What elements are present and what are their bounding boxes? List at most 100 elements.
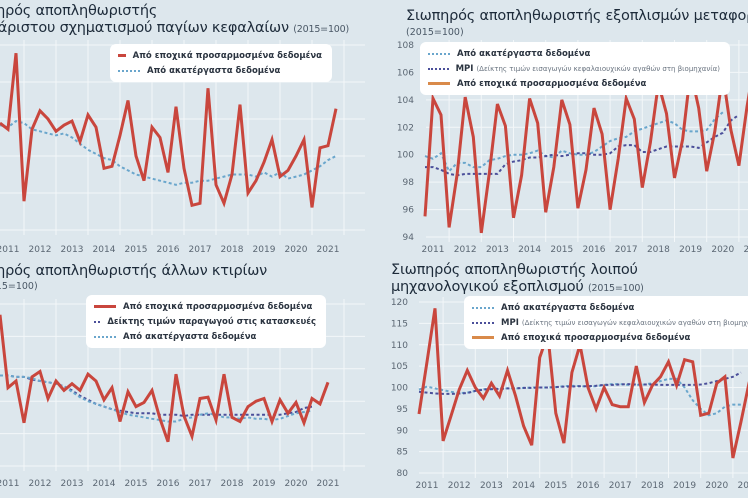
x-tick-label: 2015	[125, 479, 148, 489]
x-tick-label: 2018	[221, 479, 244, 489]
y-tick-label: 108	[397, 41, 414, 51]
chart-svg: 80 85 90 95 100 105 110 115 120 2011 2012 2013 2014 2…	[391, 297, 748, 491]
x-tick-label: 2013	[486, 245, 509, 255]
legend-label: Από ακατέργαστα δεδομένα	[457, 48, 591, 59]
x-tick-label: 2021	[744, 245, 748, 255]
legend-swatch-raw	[118, 69, 140, 72]
chart-panel-other-buildings: Σιωπηρός αποπληθωριστής άλλων κτιρίων (2…	[0, 256, 374, 498]
y-tick-label: 100	[391, 384, 408, 394]
x-tick-label: 2012	[448, 481, 471, 491]
y-tick-label: 85	[397, 448, 408, 458]
series-line-seasonal	[0, 314, 330, 443]
x-tick-label: 2012	[454, 245, 477, 255]
series-line-seasonal	[417, 308, 748, 459]
x-tick-label: 2014	[518, 245, 541, 255]
x-tick-label: 2019	[679, 245, 702, 255]
base-note: (2015=100)	[588, 283, 644, 294]
chart-panel-other-machinery: Σιωπηρός αποπληθωριστής λοιπού μηχανολογ…	[374, 256, 748, 498]
y-tick-label: 80	[397, 469, 409, 479]
x-tick-label: 2013	[61, 479, 84, 489]
x-tick-label: 2011	[422, 245, 445, 255]
legend-item: Από εποχικά προσαρμοσμένα δεδομένα	[94, 299, 316, 314]
legend-label: Από ακατέργαστα δεδομένα	[123, 331, 257, 342]
x-tick-label: 2018	[221, 245, 244, 255]
base-note: (2015=100)	[0, 281, 38, 292]
x-tick-label: 2016	[577, 481, 600, 491]
x-tick-label: 2012	[29, 245, 52, 255]
legend-swatch-seasonal_legend_alt	[428, 82, 450, 85]
x-tick-label: 2021	[738, 481, 748, 491]
legend-item: MPI (Δείκτης τιμών εισαγωγών κεφαλαιουχικ…	[428, 61, 720, 76]
y-tick-label: 106	[397, 68, 414, 78]
y-tick-label: 120	[391, 298, 408, 308]
legend-swatch-seasonal_legend_alt	[472, 336, 494, 339]
legend-swatch-raw	[428, 52, 450, 55]
chart-title-line2: ακαθάριστου σχηματισμού παγίων κεφαλαίων	[0, 20, 289, 36]
legend-item: Από εποχικά προσαρμοσμένα δεδομένα	[118, 48, 322, 63]
y-tick-label: 98	[403, 178, 415, 188]
x-tick-label: 2015	[544, 481, 567, 491]
x-tick-label: 2014	[93, 245, 116, 255]
chart-svg: 94 96 98 100 102 104 106 108 2011 2012 2013 2014 201…	[397, 40, 748, 255]
chart-title: Σιωπηρός αποπληθωριστής ακαθάριστου σχημ…	[0, 3, 349, 38]
x-tick-label: 2018	[641, 481, 664, 491]
legend-label: MPI	[501, 317, 519, 328]
series-line-index	[418, 371, 742, 395]
legend-label: Από εποχικά προσαρμοσμένα δεδομένα	[457, 78, 647, 89]
legend-note: (Δείκτης τιμών εισαγωγών κεφαλαιουχικών …	[521, 318, 748, 327]
base-note: (2015=100)	[406, 27, 464, 38]
y-tick-label: 115	[391, 319, 408, 329]
x-tick-label: 2020	[285, 479, 308, 489]
x-tick-label: 2017	[189, 245, 212, 255]
legend-swatch-raw	[94, 335, 116, 338]
chart-title-line2: μηχανολογικού εξοπλισμού	[391, 279, 584, 295]
y-tick-label: 104	[397, 96, 414, 106]
series-line-seasonal	[423, 70, 748, 234]
legend-label: Από ακατέργαστα δεδομένα	[147, 65, 281, 76]
x-tick-label: 2016	[157, 245, 180, 255]
legend-note: (Δείκτης τιμών εισαγωγών κεφαλαιουχικών …	[476, 64, 720, 73]
x-tick-label: 2014	[512, 481, 535, 491]
y-tick-label: 94	[403, 233, 415, 243]
x-tick-label: 2020	[285, 245, 308, 255]
y-tick-label: 100	[397, 151, 414, 161]
series-line-seasonal	[0, 53, 338, 208]
x-tick-label: 2016	[157, 479, 180, 489]
legend-label: Από εποχικά προσαρμοσμένα δεδομένα	[501, 332, 691, 343]
legend-label: Από εποχικά προσαρμοσμένα δεδομένα	[132, 50, 322, 61]
x-tick-label: 2014	[93, 479, 116, 489]
legend-label: Από ακατέργαστα δεδομένα	[501, 302, 635, 313]
legend-swatch-seasonal	[94, 305, 116, 308]
x-tick-label: 2016	[583, 245, 606, 255]
legend-label: Από εποχικά προσαρμοσμένα δεδομένα	[123, 301, 313, 312]
x-tick-label: 2019	[253, 245, 276, 255]
chart-title: Σιωπηρός αποπληθωριστής άλλων κτιρίων	[0, 263, 267, 280]
legend-swatch-seasonal	[118, 54, 126, 57]
legend-swatch-index	[472, 321, 494, 324]
y-tick-label: 105	[391, 362, 408, 372]
x-tick-label: 2011	[0, 245, 19, 255]
series-line-raw	[0, 120, 337, 186]
legend-swatch-index	[428, 67, 449, 70]
y-tick-label: 96	[403, 206, 415, 216]
x-tick-label: 2011	[0, 479, 19, 489]
chart-title-line1: Σιωπηρός αποπληθωριστής εξοπλισμών μεταφ…	[406, 8, 748, 24]
chart-legend: Από εποχικά προσαρμοσμένα δεδομένα Από ακ…	[110, 44, 332, 82]
x-tick-label: 2012	[29, 479, 52, 489]
legend-item: Δείκτης τιμών παραγωγού στις κατασκευές	[94, 314, 316, 329]
legend-item: MPI (Δείκτης τιμών εισαγωγών κεφαλαιουχικ…	[472, 315, 748, 330]
y-tick-label: 110	[391, 341, 408, 351]
chart-panel-gfcf: Σιωπηρός αποπληθωριστής ακαθάριστου σχημ…	[0, 0, 374, 256]
legend-label: MPI	[455, 63, 474, 74]
chart-title-line1: Σιωπηρός αποπληθωριστής	[0, 3, 158, 19]
x-tick-label: 2020	[705, 481, 728, 491]
x-tick-label: 2017	[189, 479, 212, 489]
chart-legend: Από ακατέργαστα δεδομένα MPI (Δείκτης τιμώ…	[464, 296, 748, 349]
chart-svg: 2011 2012 2013 2014 2015 2016 2017 2018 2019 2020…	[0, 299, 365, 489]
base-note: (2015=100)	[293, 24, 349, 35]
chart-panel-transport: Σιωπηρός αποπληθωριστής εξοπλισμών μεταφ…	[374, 0, 748, 256]
x-tick-label: 2018	[647, 245, 670, 255]
x-tick-label: 2013	[61, 245, 84, 255]
x-tick-label: 2019	[673, 481, 696, 491]
y-tick-label: 102	[397, 123, 414, 133]
